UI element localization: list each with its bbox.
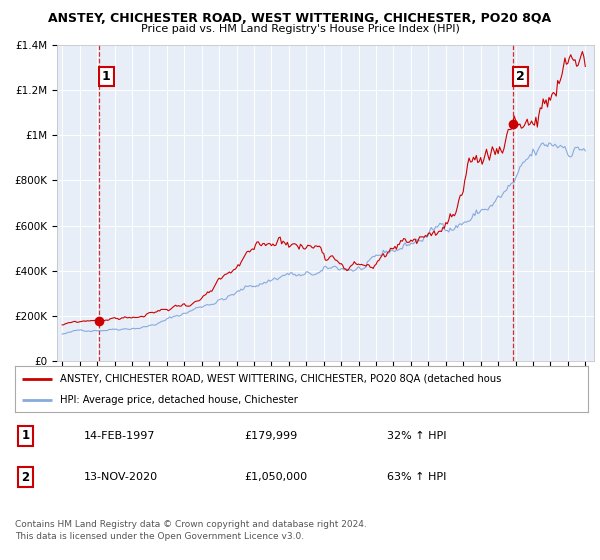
Text: Price paid vs. HM Land Registry's House Price Index (HPI): Price paid vs. HM Land Registry's House … <box>140 24 460 34</box>
Text: £179,999: £179,999 <box>244 431 298 441</box>
Text: 13-NOV-2020: 13-NOV-2020 <box>84 472 158 482</box>
Text: 2: 2 <box>21 470 29 483</box>
Text: 63% ↑ HPI: 63% ↑ HPI <box>388 472 447 482</box>
Text: 1: 1 <box>102 70 110 83</box>
Text: 32% ↑ HPI: 32% ↑ HPI <box>388 431 447 441</box>
Text: 1: 1 <box>21 429 29 442</box>
Text: Contains HM Land Registry data © Crown copyright and database right 2024.: Contains HM Land Registry data © Crown c… <box>15 520 367 529</box>
Text: This data is licensed under the Open Government Licence v3.0.: This data is licensed under the Open Gov… <box>15 532 304 541</box>
Text: £1,050,000: £1,050,000 <box>244 472 307 482</box>
Text: 14-FEB-1997: 14-FEB-1997 <box>84 431 155 441</box>
Text: HPI: Average price, detached house, Chichester: HPI: Average price, detached house, Chic… <box>59 395 298 405</box>
Text: ANSTEY, CHICHESTER ROAD, WEST WITTERING, CHICHESTER, PO20 8QA (detached hous: ANSTEY, CHICHESTER ROAD, WEST WITTERING,… <box>59 374 501 384</box>
Text: ANSTEY, CHICHESTER ROAD, WEST WITTERING, CHICHESTER, PO20 8QA: ANSTEY, CHICHESTER ROAD, WEST WITTERING,… <box>49 12 551 25</box>
Text: 2: 2 <box>516 70 524 83</box>
